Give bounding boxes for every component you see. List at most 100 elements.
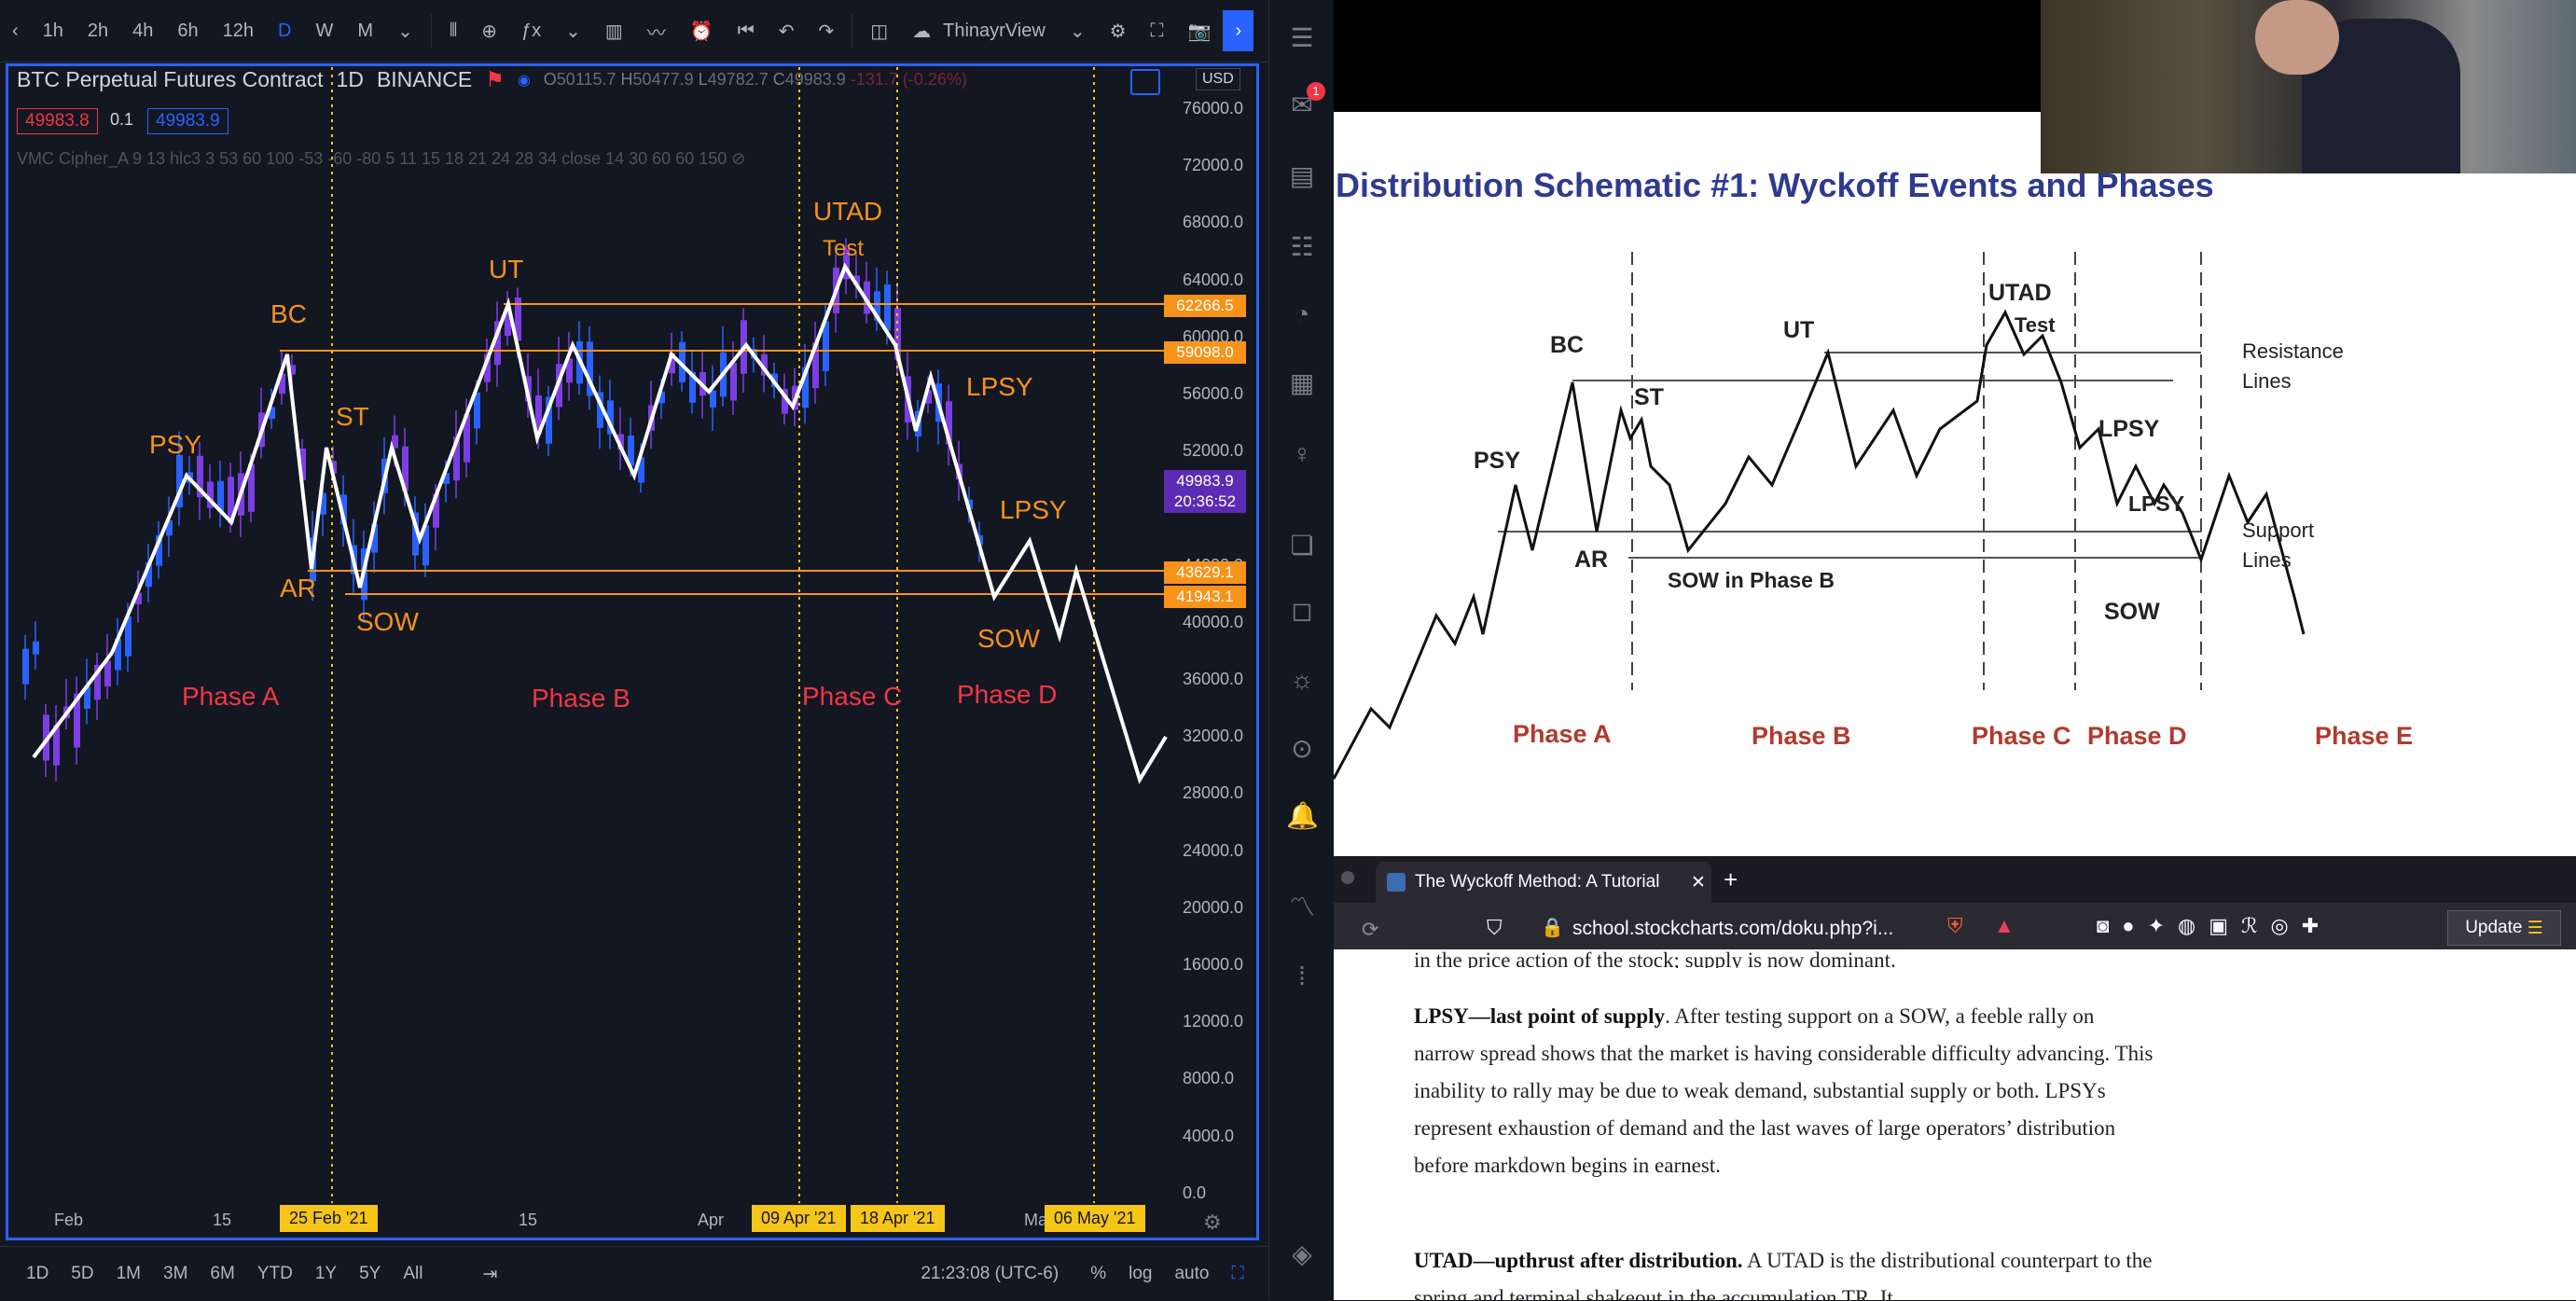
currency-label[interactable]: USD xyxy=(1196,68,1240,90)
replay-icon[interactable]: ⏮ xyxy=(737,20,755,41)
layers-icon[interactable]: ◈ xyxy=(1292,1239,1312,1268)
symbol-name[interactable]: BTC Perpetual Futures Contract xyxy=(17,67,324,91)
ideas-icon[interactable]: ♀ xyxy=(1292,439,1312,468)
chevron-down-icon[interactable]: ⌄ xyxy=(1069,21,1086,42)
trading-panel-icon[interactable]: 〽 xyxy=(1288,893,1315,921)
cloud-icon[interactable]: ☁ xyxy=(912,21,932,42)
candle-body xyxy=(33,641,39,655)
interval-6h[interactable]: 6h xyxy=(177,20,199,41)
watchlist-icon[interactable]: ☰ xyxy=(1290,23,1314,52)
go-to-date-icon[interactable]: ⇥ xyxy=(482,1264,498,1284)
range-1d[interactable]: 1D xyxy=(26,1264,49,1283)
flag-icon[interactable]: ⚑ xyxy=(485,67,505,91)
bottom-toolbar: 1D 5D 1M 3M 6M YTD 1Y 5Y All ⇥ 21:23:08 … xyxy=(0,1246,1268,1301)
candle-body xyxy=(197,455,203,498)
interval-2h[interactable]: 2h xyxy=(87,20,109,41)
alert-icon[interactable]: ⏰ xyxy=(689,21,713,42)
auto-toggle[interactable]: auto xyxy=(1174,1264,1210,1283)
settings-gear-icon[interactable]: ⚙ xyxy=(1109,21,1127,42)
label-sow: SOW xyxy=(356,607,419,636)
utc-clock[interactable]: 21:23:08 (UTC-6) xyxy=(921,1264,1059,1283)
sell-button[interactable]: 49983.8 xyxy=(17,108,98,134)
data-window-icon[interactable]: ☷ xyxy=(1290,232,1314,261)
streams-icon[interactable]: ❏ xyxy=(1290,531,1314,560)
chevron-down-icon[interactable]: ⌄ xyxy=(565,21,581,42)
fullscreen-icon[interactable]: ⛶ xyxy=(1150,20,1164,41)
browser-tab[interactable]: The Wyckoff Method: A Tutorial ✕ xyxy=(1376,862,1711,903)
new-tab-icon[interactable]: + xyxy=(1724,865,1738,893)
range-6m[interactable]: 6M xyxy=(210,1264,235,1283)
interval-m[interactable]: M xyxy=(357,20,374,41)
candle-body xyxy=(802,367,809,408)
layout-name[interactable]: ThinayrView xyxy=(943,20,1046,41)
messages-icon[interactable]: ◻ xyxy=(1291,596,1313,625)
percent-toggle[interactable]: % xyxy=(1090,1264,1107,1283)
window-control-icon[interactable] xyxy=(1341,871,1354,884)
interval-d[interactable]: D xyxy=(278,20,292,41)
news-icon[interactable]: ▤ xyxy=(1289,161,1315,190)
redo-icon[interactable]: ↷ xyxy=(818,21,835,42)
price-chart[interactable]: PSY BC AR ST SOW UT UTAD Test LPSY LPSY … xyxy=(0,0,1268,1300)
update-button[interactable]: Update ☰ xyxy=(2447,910,2561,946)
schematic-support-2: Lines xyxy=(2242,548,2292,572)
range-1m[interactable]: 1M xyxy=(116,1264,141,1283)
eye-hidden-icon[interactable]: ⊘ xyxy=(731,149,746,168)
log-toggle[interactable]: log xyxy=(1129,1264,1153,1283)
candle-body xyxy=(371,523,378,553)
camera-icon[interactable]: 📷 xyxy=(1187,21,1212,42)
range-1y[interactable]: 1Y xyxy=(314,1264,338,1283)
indicators-icon[interactable]: ƒx xyxy=(521,20,542,41)
collapse-right-icon[interactable]: › xyxy=(1223,10,1254,51)
schematic-support: Support xyxy=(2242,519,2314,542)
fullscreen-icon[interactable]: ⛶ xyxy=(1231,1264,1244,1283)
chart-frame[interactable] xyxy=(6,63,1259,1240)
range-all[interactable]: All xyxy=(403,1264,423,1283)
indicator-legend[interactable]: VMC Cipher_A 9 13 hlc3 3 53 60 100 -53 -… xyxy=(17,149,746,168)
collapse-left-icon[interactable]: ‹ xyxy=(12,20,19,41)
hotlists-icon[interactable]: ◔ xyxy=(1294,299,1310,328)
add-symbol-icon[interactable]: ⊕ xyxy=(481,21,497,42)
buy-button[interactable]: 49983.9 xyxy=(147,108,229,134)
candle-body xyxy=(710,390,716,408)
undo-icon[interactable]: ↶ xyxy=(778,21,795,42)
range-5y[interactable]: 5Y xyxy=(359,1264,381,1283)
reload-icon[interactable]: ⟳ xyxy=(1362,918,1379,941)
event-labels: PSY BC AR ST SOW UT UTAD Test LPSY LPSY … xyxy=(149,197,1067,653)
date-tag: 09 Apr '21 xyxy=(752,1205,846,1232)
label-ar: AR xyxy=(280,574,316,602)
interval-w[interactable]: W xyxy=(315,20,334,41)
financials-icon[interactable]: ▥ xyxy=(604,21,623,42)
candle-style-icon[interactable]: ⫴ xyxy=(449,20,458,41)
calendar-icon[interactable]: ▦ xyxy=(1289,368,1315,397)
interval-4h[interactable]: 4h xyxy=(132,20,154,41)
interval-1h[interactable]: 1h xyxy=(42,20,63,41)
candle-body xyxy=(94,664,101,700)
url-field[interactable]: school.stockcharts.com/doku.php?i... xyxy=(1572,918,1894,939)
range-3m[interactable]: 3M xyxy=(163,1264,188,1283)
rewards-icon[interactable]: ▲ xyxy=(1994,914,2015,937)
brave-shield-icon[interactable]: ⛨ xyxy=(1947,914,1963,937)
bell-icon[interactable]: 🔔 xyxy=(1286,801,1319,830)
range-ytd[interactable]: YTD xyxy=(256,1264,293,1283)
chevron-down-icon[interactable]: ⌄ xyxy=(397,21,413,42)
layout-icon[interactable]: ◫ xyxy=(870,21,889,42)
schematic-bc: BC xyxy=(1550,332,1584,358)
close-tab-icon[interactable]: ✕ xyxy=(1691,872,1706,893)
templates-icon[interactable]: 〰 xyxy=(646,22,666,44)
compare-icon[interactable] xyxy=(1130,69,1160,95)
candle-body xyxy=(658,391,665,404)
candle-body xyxy=(474,392,480,429)
schematic-ar: AR xyxy=(1574,547,1608,573)
chat-icon[interactable]: ✉ 1 xyxy=(1286,82,1325,121)
dom-icon[interactable]: ⁞ xyxy=(1298,962,1306,990)
interval-12h[interactable]: 12h xyxy=(222,20,255,41)
bookmark-icon[interactable]: ⛉ xyxy=(1487,916,1503,939)
range-5d[interactable]: 5D xyxy=(71,1264,94,1283)
price-tick-label: 40000.0 xyxy=(1183,612,1244,631)
extensions-toolbar[interactable]: ◙●✦◍▣ℛ◎✚ xyxy=(2097,914,2333,937)
bulb-icon[interactable]: ☼ xyxy=(1290,665,1314,694)
schematic-phase-d: Phase D xyxy=(2087,722,2187,750)
price-tick-label: 56000.0 xyxy=(1183,384,1244,403)
broadcast-icon[interactable]: ⊙ xyxy=(1291,734,1313,763)
axis-settings-gear-icon[interactable]: ⚙ xyxy=(1203,1211,1222,1234)
